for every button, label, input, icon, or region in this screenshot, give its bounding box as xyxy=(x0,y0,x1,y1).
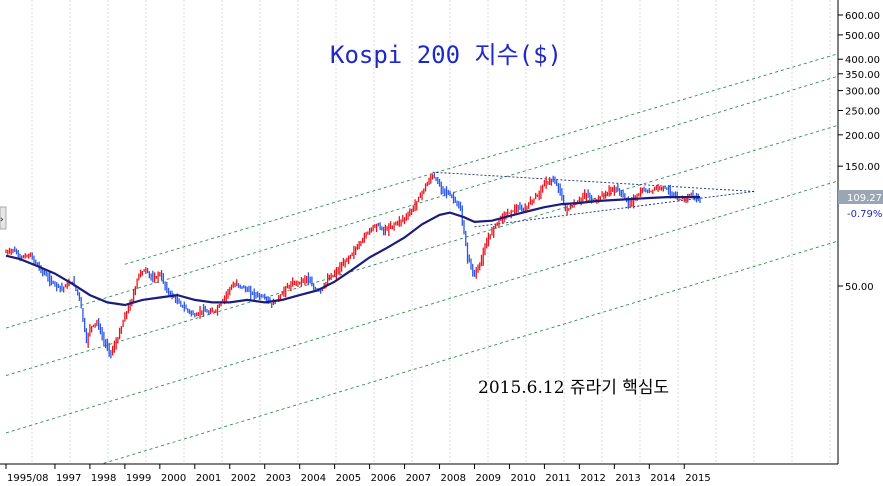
x-tick-label: 2012 xyxy=(580,473,605,484)
channel-line xyxy=(5,124,838,376)
moving-average-line xyxy=(5,196,700,307)
trend-channels xyxy=(5,53,838,464)
last-change-label: -0.79% xyxy=(847,209,882,220)
y-tick-label: 350.00 xyxy=(845,70,880,81)
scroll-handle[interactable] xyxy=(0,206,7,230)
y-axis-ticks: 600.00 500.00 400.00 350.00 300.00 250.00 200.… xyxy=(838,11,880,293)
x-tick-label: 1997 xyxy=(56,473,81,484)
price-bars xyxy=(5,172,701,359)
channel-line xyxy=(5,180,838,434)
plot-area xyxy=(0,0,838,464)
x-tick-label: 2007 xyxy=(406,473,431,484)
channel-line xyxy=(124,53,838,265)
y-tick-label: 600.00 xyxy=(845,11,880,22)
y-tick-label: 500.00 xyxy=(845,31,880,42)
y-tick-label: 200.00 xyxy=(845,131,880,142)
x-tick-label: 1998 xyxy=(91,473,116,484)
chart-title: Kospi 200 지수($) xyxy=(330,41,562,69)
channel-line xyxy=(99,240,838,464)
scroll-arrow-icon: › xyxy=(0,215,4,225)
x-tick-label: 2002 xyxy=(231,473,256,484)
grid xyxy=(31,0,831,464)
x-tick-label: 2000 xyxy=(161,473,186,484)
x-tick-label: 2001 xyxy=(196,473,221,484)
chart-annotation: 2015.6.12 쥬라기 핵심도 xyxy=(478,378,669,398)
x-tick-label: 2010 xyxy=(510,473,535,484)
x-tick-label: 2008 xyxy=(441,473,466,484)
last-value-box xyxy=(838,190,883,204)
x-tick-label: 2009 xyxy=(475,473,500,484)
y-tick-label: 400.00 xyxy=(845,55,880,66)
x-tick-label: 2011 xyxy=(545,473,570,484)
x-tick-label: 2013 xyxy=(615,473,640,484)
last-value-label: 109.27 xyxy=(847,193,882,204)
x-tick-label: 2015 xyxy=(685,473,710,484)
x-tick-label: 1999 xyxy=(126,473,151,484)
x-tick-label: 2004 xyxy=(301,473,326,484)
triangle-pattern xyxy=(432,171,755,228)
triangle-line xyxy=(432,171,755,192)
triangle-line xyxy=(474,190,755,228)
x-tick-label: 2014 xyxy=(650,473,675,484)
y-tick-label: 300.00 xyxy=(845,87,880,98)
x-tick-label: 1995/08 xyxy=(7,473,49,484)
channel-line xyxy=(5,75,838,329)
y-tick-label: 150.00 xyxy=(845,162,880,173)
x-axis-ticks: 1995/08 1997 1998 1999 2000 2001 2002 2003 2004 2… xyxy=(5,464,711,484)
y-tick-label: 250.00 xyxy=(845,106,880,117)
y-tick-label: 50.00 xyxy=(845,282,874,293)
x-tick-label: 2005 xyxy=(336,473,361,484)
x-tick-label: 2006 xyxy=(371,473,396,484)
x-tick-label: 2003 xyxy=(266,473,291,484)
